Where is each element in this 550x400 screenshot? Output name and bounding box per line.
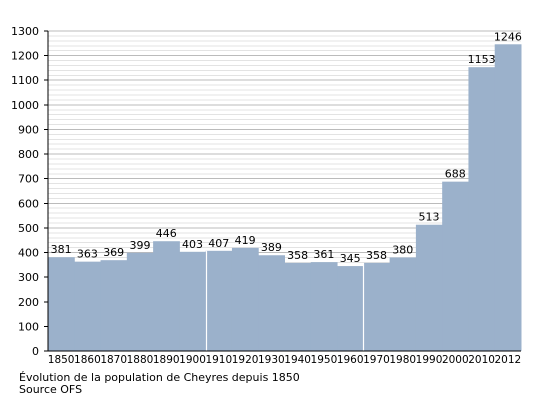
bar-1910: [205, 250, 233, 351]
bar-1960: [337, 266, 364, 351]
chart-caption: Évolution de la population de Cheyres de…: [19, 371, 300, 384]
value-label: 389: [261, 241, 282, 254]
x-tick-label: 2010: [468, 354, 495, 366]
y-tick-label: 500: [18, 222, 39, 235]
value-label: 358: [366, 249, 387, 262]
x-tick-label: 1980: [389, 354, 416, 366]
bar-1880: [126, 252, 154, 351]
value-label: 345: [340, 252, 361, 265]
value-label: 403: [182, 238, 203, 251]
y-tick-label: 300: [18, 271, 39, 284]
x-tick-label: 1860: [74, 354, 101, 366]
y-tick-label: 100: [18, 320, 39, 333]
y-tick-label: 1100: [11, 74, 39, 87]
value-label: 381: [51, 243, 72, 256]
x-tick-label: 1920: [232, 354, 259, 366]
value-label: 358: [287, 249, 308, 262]
y-tick-label: 700: [18, 173, 39, 186]
bar-1950: [310, 262, 338, 351]
x-tick-label: 2000: [442, 354, 469, 366]
value-label: 446: [156, 227, 177, 240]
value-label: 1153: [468, 53, 496, 66]
x-tick-label: 1890: [153, 354, 180, 366]
bar-1920: [231, 247, 259, 351]
value-label: 369: [103, 246, 124, 259]
value-label: 513: [419, 211, 440, 224]
x-tick-label: 1850: [48, 354, 75, 366]
value-label: 399: [129, 239, 150, 252]
x-tick-label: 1970: [363, 354, 390, 366]
y-tick-label: 1000: [11, 99, 39, 112]
y-tick-label: 800: [18, 148, 39, 161]
y-tick-label: 400: [18, 247, 39, 260]
value-label: 419: [235, 234, 256, 247]
x-tick-label: 1990: [416, 354, 443, 366]
y-tick-label: 200: [18, 296, 39, 309]
bar-1870: [100, 260, 128, 351]
chart-source: Source OFS: [19, 383, 83, 396]
x-tick-label: 2012: [494, 354, 521, 366]
bar-1860: [74, 261, 102, 351]
value-label: 380: [392, 243, 413, 256]
bar-1850: [48, 257, 75, 351]
x-tick-label: 1960: [337, 354, 364, 366]
x-tick-label: 1930: [258, 354, 285, 366]
bar-2012: [494, 44, 522, 352]
bar-1970: [363, 262, 391, 351]
value-label: 361: [313, 248, 334, 261]
y-tick-label: 0: [32, 345, 39, 358]
bar-2010: [468, 67, 496, 351]
x-tick-label: 1910: [205, 354, 232, 366]
y-tick-label: 1200: [11, 50, 39, 63]
bar-1940: [284, 262, 312, 351]
bar-1900: [179, 251, 207, 351]
value-label: 1246: [494, 30, 522, 43]
bar-1890: [153, 241, 180, 351]
y-tick-label: 900: [18, 123, 39, 136]
x-tick-label: 1900: [179, 354, 206, 366]
x-tick-label: 1950: [311, 354, 338, 366]
value-label: 363: [77, 248, 98, 261]
bar-1930: [258, 255, 285, 351]
bar-2000: [442, 181, 469, 351]
x-tick-label: 1940: [284, 354, 311, 366]
bar-1990: [415, 224, 443, 351]
value-label: 688: [445, 168, 466, 181]
x-tick-label: 1880: [127, 354, 154, 366]
y-tick-label: 1300: [11, 25, 39, 38]
value-label: 407: [208, 237, 229, 250]
y-tick-label: 600: [18, 197, 39, 210]
bar-1980: [389, 257, 417, 351]
x-tick-label: 1870: [100, 354, 127, 366]
